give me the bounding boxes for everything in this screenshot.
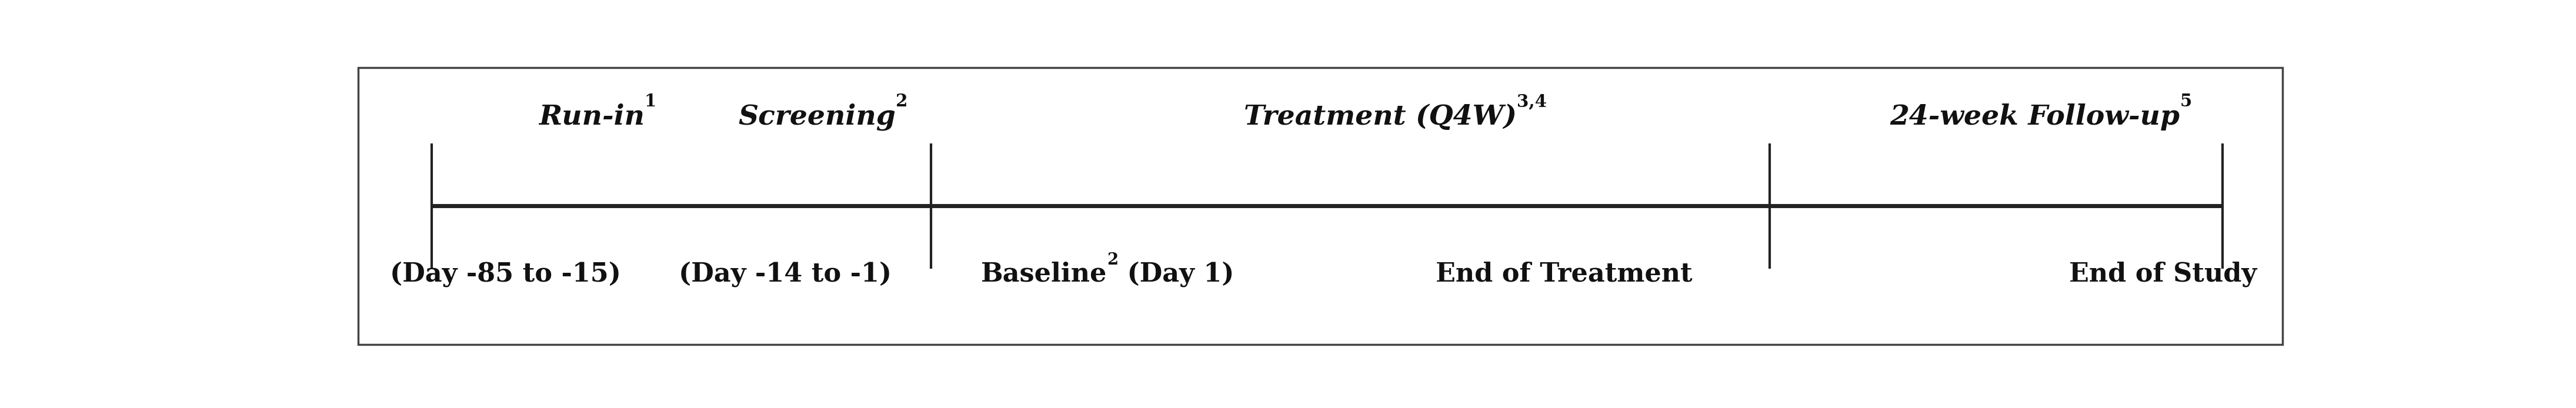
Text: (Day -14 to -1): (Day -14 to -1) bbox=[677, 262, 891, 287]
Text: Screening: Screening bbox=[739, 103, 896, 131]
Text: Run-in: Run-in bbox=[538, 103, 644, 130]
Text: End of Study: End of Study bbox=[2069, 262, 2257, 287]
Text: Treatment (Q4W): Treatment (Q4W) bbox=[1244, 103, 1517, 130]
Text: 24-week Follow-up: 24-week Follow-up bbox=[1891, 103, 2179, 130]
Text: End of Treatment: End of Treatment bbox=[1435, 262, 1692, 287]
Text: 5: 5 bbox=[2179, 93, 2192, 110]
Text: (Day 1): (Day 1) bbox=[1118, 262, 1234, 287]
Text: (Day -85 to -15): (Day -85 to -15) bbox=[389, 262, 621, 287]
Text: 3,4: 3,4 bbox=[1517, 93, 1546, 110]
Text: 2: 2 bbox=[1108, 252, 1118, 268]
Bar bbox=[358, 68, 2282, 344]
Text: 2: 2 bbox=[896, 93, 907, 110]
Text: Baseline: Baseline bbox=[981, 262, 1108, 287]
Text: 1: 1 bbox=[644, 93, 657, 110]
